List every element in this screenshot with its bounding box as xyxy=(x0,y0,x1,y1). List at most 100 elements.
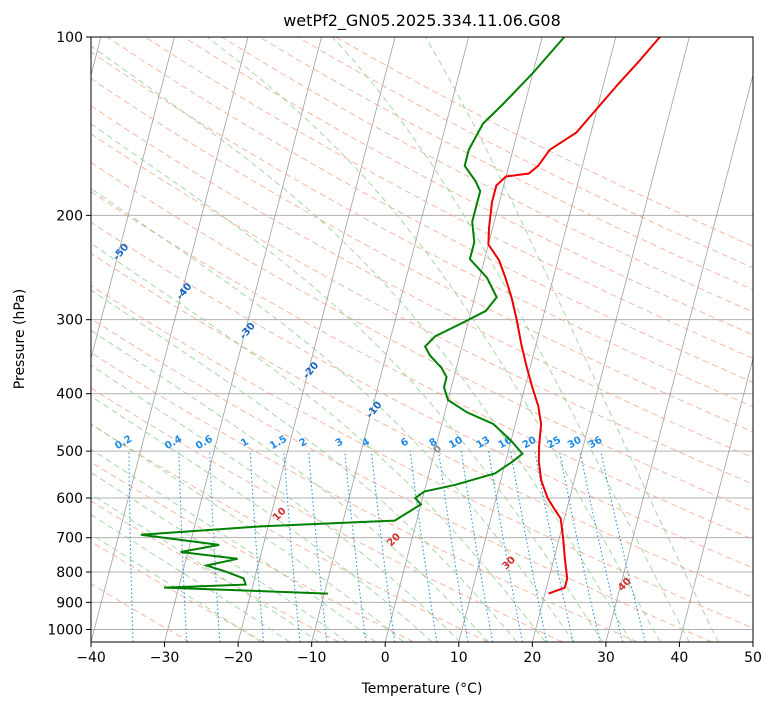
mixing-ratio-label: 1.5 xyxy=(268,434,289,452)
dry-adiabat xyxy=(91,133,753,485)
isotherm-50 xyxy=(752,640,753,642)
x-tick-label: −10 xyxy=(297,650,327,666)
dry-adiabat xyxy=(91,317,712,642)
y-tick-label: 500 xyxy=(56,444,83,460)
mixing-ratio-line xyxy=(559,451,601,642)
moist-adiabat xyxy=(91,242,546,642)
y-tick-label: 900 xyxy=(56,595,83,611)
mixing-ratio-line xyxy=(344,451,367,642)
dry-adiabat xyxy=(259,37,753,291)
x-tick-label: −30 xyxy=(150,650,180,666)
dry-adiabat xyxy=(91,423,489,642)
mixing-ratio-line xyxy=(488,451,523,642)
x-tick-label: 30 xyxy=(597,650,615,666)
mixing-ratio-label: 4 xyxy=(360,436,372,449)
mixing-ratio-line xyxy=(600,450,646,642)
mixing-ratio-label: 13 xyxy=(475,435,493,452)
mixing-ratio-label: 30 xyxy=(566,435,584,452)
mixing-ratio-label: 1 xyxy=(239,436,251,449)
mixing-ratio-line xyxy=(534,451,574,642)
moist-adiabat-label: -40 xyxy=(175,281,195,302)
y-tick-label: 700 xyxy=(56,531,83,547)
dry-adiabat xyxy=(91,161,753,512)
x-tick-label: 0 xyxy=(381,650,390,666)
dry-adiabat-label: 30 xyxy=(500,555,518,573)
x-tick-label: −40 xyxy=(76,650,106,666)
dry-adiabat xyxy=(106,37,753,383)
mixing-ratio-label: 3 xyxy=(334,436,346,449)
moist-adiabat xyxy=(91,423,404,642)
moist-adiabat xyxy=(91,471,348,642)
x-tick-label: 50 xyxy=(744,650,762,666)
moist-adiabat xyxy=(91,533,262,642)
dry-adiabat xyxy=(91,221,753,569)
mixing-ratio-line xyxy=(283,451,301,642)
x-axis-label: Temperature (°C) xyxy=(361,681,483,697)
moist-adiabat xyxy=(424,37,719,642)
temperature-profile xyxy=(487,37,661,595)
moist-adiabat xyxy=(91,395,433,642)
dry-adiabat xyxy=(91,252,753,599)
x-tick-label: 10 xyxy=(450,650,468,666)
isotherm-40 xyxy=(679,356,753,642)
moist-adiabat-label: -10 xyxy=(365,400,385,421)
moist-adiabat-label: -70 xyxy=(0,163,5,184)
isotherm-20 xyxy=(531,37,690,642)
mixing-ratio-label: 0.6 xyxy=(194,434,215,452)
mixing-ratio-line xyxy=(128,451,134,642)
y-tick-label: 100 xyxy=(56,30,83,46)
dry-adiabat xyxy=(91,77,753,433)
x-tick-label: −20 xyxy=(223,650,253,666)
moist-adiabat-label: -30 xyxy=(238,321,258,342)
mixing-ratio-line xyxy=(409,451,438,642)
moist-adiabat xyxy=(91,188,575,642)
moist-adiabat xyxy=(91,123,604,642)
y-axis-label: Pressure (hPa) xyxy=(12,289,28,389)
y-tick-label: 200 xyxy=(56,208,83,224)
dry-adiabat xyxy=(91,352,638,642)
isotherm-0 xyxy=(384,37,543,642)
isotherm--40 xyxy=(91,37,249,642)
mixing-ratio-label: 10 xyxy=(447,435,465,452)
mixing-ratio-label: 25 xyxy=(546,435,564,452)
x-tick-label: 20 xyxy=(523,650,541,666)
mixing-ratio-label: 20 xyxy=(521,435,539,452)
dry-adiabat xyxy=(221,37,753,313)
moist-adiabat-label: 0 xyxy=(431,443,444,455)
mixing-ratio-label: 36 xyxy=(587,435,605,452)
mixing-ratio-line xyxy=(249,451,264,642)
isotherm-10 xyxy=(458,37,617,642)
mixing-ratio-label: 8 xyxy=(428,436,440,449)
chart-title: wetPf2_GN05.2025.334.11.06.G08 xyxy=(283,11,561,31)
mixing-ratio-line xyxy=(438,451,469,642)
dry-adiabat xyxy=(91,583,190,642)
moist-adiabat xyxy=(91,364,461,642)
dry-adiabat xyxy=(91,191,753,540)
dry-adiabat xyxy=(183,37,753,336)
dry-adiabat xyxy=(335,37,753,247)
moist-adiabat xyxy=(91,448,376,642)
dry-adiabat-label: 20 xyxy=(385,531,403,549)
moist-adiabat xyxy=(332,37,690,642)
moist-adiabat-label: -20 xyxy=(301,360,321,381)
mixing-ratio-line xyxy=(579,451,624,642)
dry-adiabat xyxy=(91,387,563,642)
moist-adiabat-label: -50 xyxy=(111,242,131,263)
y-tick-label: 300 xyxy=(56,313,83,329)
dry-adiabat xyxy=(91,51,753,408)
dry-adiabat xyxy=(91,105,753,459)
mixing-ratio-label: 2 xyxy=(298,436,310,449)
dry-adiabat xyxy=(144,37,753,359)
mixing-ratio-line xyxy=(308,451,328,642)
mixing-ratio-label: 6 xyxy=(399,436,411,449)
dry-adiabat xyxy=(91,461,414,642)
moist-adiabat xyxy=(91,45,632,642)
x-tick-label: 40 xyxy=(671,650,689,666)
y-tick-label: 800 xyxy=(56,565,83,581)
plot-frame xyxy=(90,36,754,643)
isotherm--20 xyxy=(237,37,396,642)
dewpoint-profile xyxy=(140,37,566,595)
dry-adiabat-label: 10 xyxy=(271,506,289,524)
isotherm-30 xyxy=(605,73,753,642)
